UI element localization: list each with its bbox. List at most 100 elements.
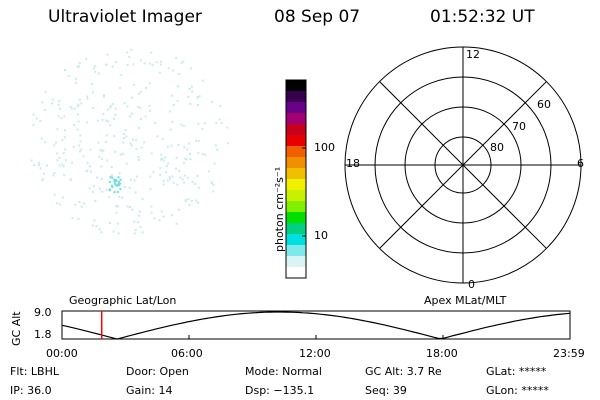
aurora-pixel [182,162,185,165]
aurora-pixel [101,118,104,121]
aurora-pixel [100,165,103,168]
aurora-pixel [64,69,66,72]
colorbar-swatch [286,256,306,268]
date-label: 08 Sep 07 [274,7,361,27]
aurora-pixel [114,113,117,116]
aurora-pixel [120,153,122,156]
aurora-pixel [164,156,167,159]
aurora-pixel [150,205,153,208]
aurora-pixel [177,144,180,146]
aurora-pixel [101,190,104,193]
aurora-pixel [182,60,185,63]
aurora-pixel [100,150,103,153]
aurora-pixel [193,182,196,185]
aurora-pixel [33,164,35,167]
aurora-pixel [152,171,155,174]
aurora-bright-pixel [108,189,111,192]
colorbar-swatch [286,102,306,114]
colorbar-swatch [286,212,306,224]
aurora-pixel [167,67,170,70]
aurora-pixel [109,124,112,127]
aurora-pixel [129,142,132,145]
aurora-pixel [44,141,47,144]
aurora-bright-pixel [113,191,116,194]
aurora-bright-pixel [110,184,113,187]
aurora-pixel [75,81,78,84]
aurora-pixel [126,105,129,108]
aurora-pixel [201,153,204,156]
aurora-pixel [133,232,136,235]
aurora-pixel [107,120,110,123]
aurora-pixel [92,107,95,109]
aurora-pixel [102,149,105,152]
aurora-pixel [197,186,200,189]
colorbar-swatch [286,234,306,246]
aurora-pixel [125,51,128,54]
aurora-pixel [154,122,157,124]
time-tick-0000: 00:00 [46,347,78,360]
aurora-pixel [148,82,151,85]
aurora-pixel [58,164,61,167]
aurora-pixel [171,214,173,217]
aurora-pixel [86,95,88,98]
aurora-pixel [61,163,64,166]
aurora-pixel [77,103,80,106]
aurora-bright-pixel [118,180,121,183]
aurora-pixel [94,199,97,202]
aurora-pixel [150,51,153,54]
aurora-pixel [78,61,81,64]
aurora-pixel [139,106,142,109]
aurora-pixel [201,79,204,82]
aurora-pixel [105,140,108,143]
mlt-label-0: 0 [468,278,475,291]
aurora-pixel [85,57,88,60]
aurora-pixel [92,91,94,94]
aurora-pixel [189,158,192,160]
aurora-pixel [71,217,74,220]
aurora-pixel [94,70,97,73]
aurora-pixel [103,94,105,97]
aurora-pixel [85,121,88,124]
aurora-pixel [88,187,91,190]
aurora-pixel [91,224,94,227]
aurora-pixel [198,95,201,98]
aurora-bright-pixel [114,178,117,181]
aurora-pixel [50,102,53,105]
glon-field: GLon: ***** [486,384,549,397]
aurora-pixel [39,167,42,170]
aurora-pixel [30,159,33,162]
aurora-pixel [139,91,142,94]
aurora-pixel [79,134,82,137]
instrument-title: Ultraviolet Imager [48,7,202,27]
colorbar-frame [285,79,307,279]
aurora-pixel [184,198,187,201]
colorbar-swatch [286,113,306,125]
altitude-tick-1-8: 1.8 [34,328,52,341]
aurora-pixel [114,150,117,153]
aurora-pixel [61,139,64,142]
aurora-pixel [171,94,174,97]
aurora-pixel [56,202,59,205]
aurora-pixel [98,155,101,158]
aurora-pixel [184,200,187,203]
colorbar-swatch [286,179,306,191]
aurora-pixel [55,141,57,144]
aurora-pixel [75,77,78,80]
aurora-pixel [190,85,193,88]
aurora-pixel [130,144,133,147]
aurora-pixel [156,135,159,138]
aurora-pixel [41,179,44,182]
aurora-pixel [188,153,191,155]
aurora-pixel [51,98,54,101]
aurora-pixel [195,140,198,142]
aurora-pixel [159,173,162,176]
aurora-pixel [121,196,124,199]
aurora-pixel [143,62,146,65]
aurora-pixel [160,210,163,213]
aurora-pixel [132,63,135,66]
aurora-bright-pixel [116,184,119,187]
aurora-pixel [212,190,215,193]
aurora-pixel [226,126,229,129]
